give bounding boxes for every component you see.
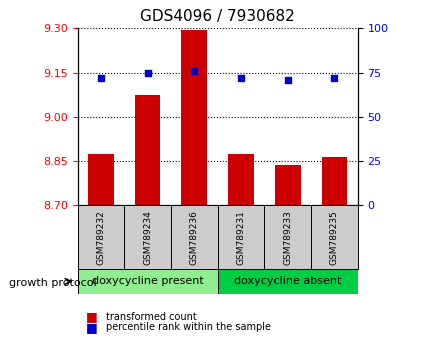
Text: GSM789233: GSM789233 [283,210,292,265]
FancyBboxPatch shape [217,269,357,294]
FancyBboxPatch shape [77,269,217,294]
Title: GDS4096 / 7930682: GDS4096 / 7930682 [140,9,295,24]
Text: growth protocol: growth protocol [9,278,96,288]
Bar [227,154,253,205]
Text: GSM789234: GSM789234 [143,210,152,264]
Text: doxycycline absent: doxycycline absent [233,276,341,286]
Point [237,75,244,81]
Bar [88,154,114,205]
FancyBboxPatch shape [77,205,124,269]
Bar [274,165,300,205]
FancyBboxPatch shape [264,205,310,269]
Text: GSM789236: GSM789236 [189,210,198,265]
Text: ■: ■ [86,310,98,323]
Point [284,77,291,82]
Text: ■: ■ [86,321,98,334]
Point [330,75,337,81]
FancyBboxPatch shape [171,205,217,269]
Bar [135,95,160,205]
Text: GSM789231: GSM789231 [236,210,245,265]
FancyBboxPatch shape [124,205,171,269]
Bar [181,30,207,205]
FancyBboxPatch shape [310,205,357,269]
Point [97,75,104,81]
Text: GSM789232: GSM789232 [96,210,105,264]
Text: percentile rank within the sample: percentile rank within the sample [105,322,270,332]
Text: transformed count: transformed count [105,312,196,322]
Point [190,68,197,74]
FancyBboxPatch shape [217,205,264,269]
Bar [321,157,347,205]
Text: doxycycline present: doxycycline present [92,276,203,286]
Point [144,70,151,75]
Text: GSM789235: GSM789235 [329,210,338,265]
